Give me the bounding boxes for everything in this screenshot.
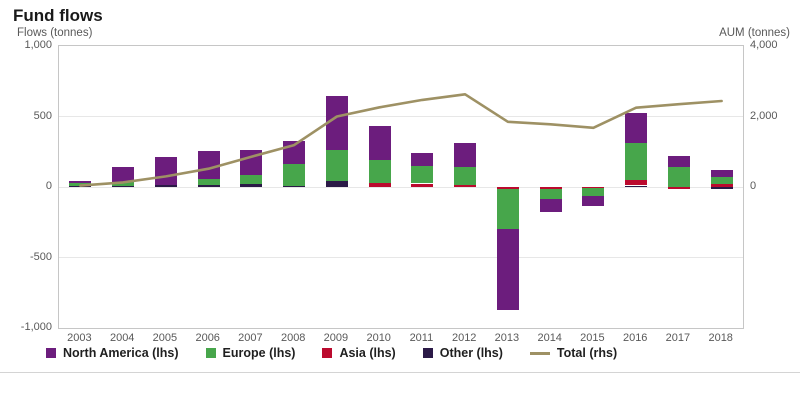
bar-segment-north-america-2010 [368, 126, 391, 161]
x-axis-label-2007: 2007 [238, 332, 263, 344]
bar-segment-europe-2012 [454, 166, 477, 185]
bar-segment-north-america-2008 [283, 141, 306, 164]
legend-item-asia: Asia (lhs) [322, 346, 396, 360]
right-axis-tick: 2,000 [750, 109, 778, 122]
bar-segment-europe-2003 [69, 182, 92, 186]
bar-segment-north-america-2017 [667, 156, 690, 168]
asia-swatch-icon [322, 348, 333, 358]
legend-label: Asia (lhs) [339, 346, 396, 360]
bar-segment-north-america-2014 [539, 199, 562, 213]
x-axis-label-2012: 2012 [451, 332, 477, 344]
bar-segment-north-america-2011 [411, 152, 434, 166]
legend-item-europe: Europe (lhs) [205, 346, 296, 360]
bar-segment-north-america-2009 [325, 96, 348, 151]
legend-label: North America (lhs) [63, 346, 179, 360]
bar-segment-asia-2013 [496, 187, 519, 190]
bar-segment-asia-2012 [454, 184, 477, 187]
bar-segment-other-2004 [112, 186, 135, 188]
bar-segment-north-america-2015 [582, 196, 605, 207]
bar-segment-asia-2015 [582, 187, 605, 188]
bar-segment-asia-2017 [667, 187, 690, 190]
bar-segment-asia-2018 [710, 184, 733, 187]
bar-segment-asia-2010 [368, 182, 391, 187]
x-axis-label-2011: 2011 [409, 332, 434, 344]
bar-segment-north-america-2016 [625, 113, 648, 143]
bar-segment-north-america-2013 [496, 228, 519, 310]
bar-segment-north-america-2006 [197, 151, 220, 179]
bar-segment-europe-2007 [240, 175, 263, 184]
bar-segment-other-2007 [240, 183, 263, 187]
legend-item-north-america: North America (lhs) [46, 346, 179, 360]
bar-segment-asia-2016 [625, 179, 648, 186]
x-axis-label-2004: 2004 [109, 332, 135, 344]
bar-segment-other-2008 [283, 185, 306, 187]
legend-item-other: Other (lhs) [422, 346, 503, 360]
bar-segment-north-america-2004 [112, 167, 135, 183]
legend-label: Other (lhs) [439, 346, 503, 360]
x-axis-label-2013: 2013 [494, 332, 520, 344]
bar-segment-europe-2010 [368, 160, 391, 183]
bar-segment-europe-2009 [325, 150, 348, 181]
gridline [59, 257, 743, 258]
legend-item-total: Total (rhs) [529, 346, 618, 360]
bar-segment-asia-2011 [411, 183, 434, 187]
left-axis-tick: 0 [45, 180, 52, 192]
bottom-divider [0, 372, 800, 373]
bar-segment-other-2003 [69, 185, 92, 187]
x-axis-label-2016: 2016 [622, 332, 648, 344]
right-axis-caption: AUM (tonnes) [719, 27, 790, 39]
x-axis-label-2018: 2018 [708, 332, 733, 344]
bar-segment-europe-2004 [112, 182, 135, 187]
right-axis-tick: 0 [750, 180, 757, 192]
left-axis-caption: Flows (tonnes) [17, 27, 93, 39]
left-axis-tick: 500 [33, 109, 52, 122]
x-axis-label-2010: 2010 [366, 332, 391, 344]
bar-segment-other-2009 [325, 180, 348, 187]
chart-title: Fund flows [13, 6, 103, 25]
other-swatch-icon [422, 348, 433, 358]
x-axis-label-2003: 2003 [67, 332, 92, 344]
bar-segment-europe-2015 [582, 187, 605, 197]
legend-label: Europe (lhs) [222, 346, 296, 360]
bar-segment-other-2005 [154, 184, 177, 187]
bar-segment-other-2006 [197, 184, 220, 187]
x-axis-label-2014: 2014 [537, 332, 562, 344]
bar-segment-europe-2011 [411, 165, 434, 184]
x-axis-label-2006: 2006 [195, 332, 220, 344]
plot-area [58, 45, 744, 329]
x-axis-label-2005: 2005 [152, 332, 178, 344]
legend-label: Total (rhs) [556, 346, 618, 360]
bar-segment-europe-2013 [496, 189, 519, 229]
bar-segment-europe-2017 [667, 167, 690, 187]
x-axis-label-2009: 2009 [323, 332, 349, 344]
bar-segment-north-america-2012 [454, 143, 477, 167]
north-america-swatch-icon [46, 348, 56, 358]
bar-segment-north-america-2003 [69, 180, 92, 183]
left-axis-tick: -500 [29, 250, 52, 263]
x-axis-label-2017: 2017 [665, 332, 691, 344]
bar-segment-north-america-2018 [710, 170, 733, 178]
bar-segment-europe-2014 [539, 189, 562, 199]
left-axis-tick: -1,000 [20, 321, 52, 333]
bar-segment-europe-2008 [283, 163, 306, 186]
bar-segment-asia-2014 [539, 187, 562, 190]
bar-segment-europe-2018 [710, 177, 733, 185]
bar-segment-europe-2006 [197, 178, 220, 185]
chart-legend: North America (lhs) Europe (lhs) Asia (l… [46, 346, 617, 360]
bar-segment-other-2016 [625, 185, 648, 187]
europe-swatch-icon [205, 348, 216, 358]
bar-segment-other-2018 [710, 187, 733, 190]
total-line-swatch-icon [529, 351, 550, 355]
bar-segment-north-america-2005 [154, 157, 177, 185]
x-axis-label-2015: 2015 [580, 332, 605, 344]
x-axis-label-2008: 2008 [280, 332, 306, 344]
zero-gridline [59, 186, 743, 188]
right-axis-tick: 4,000 [750, 39, 778, 51]
left-axis-tick: 1,000 [24, 39, 52, 51]
bar-segment-europe-2016 [625, 142, 648, 180]
bar-segment-north-america-2007 [240, 149, 263, 175]
